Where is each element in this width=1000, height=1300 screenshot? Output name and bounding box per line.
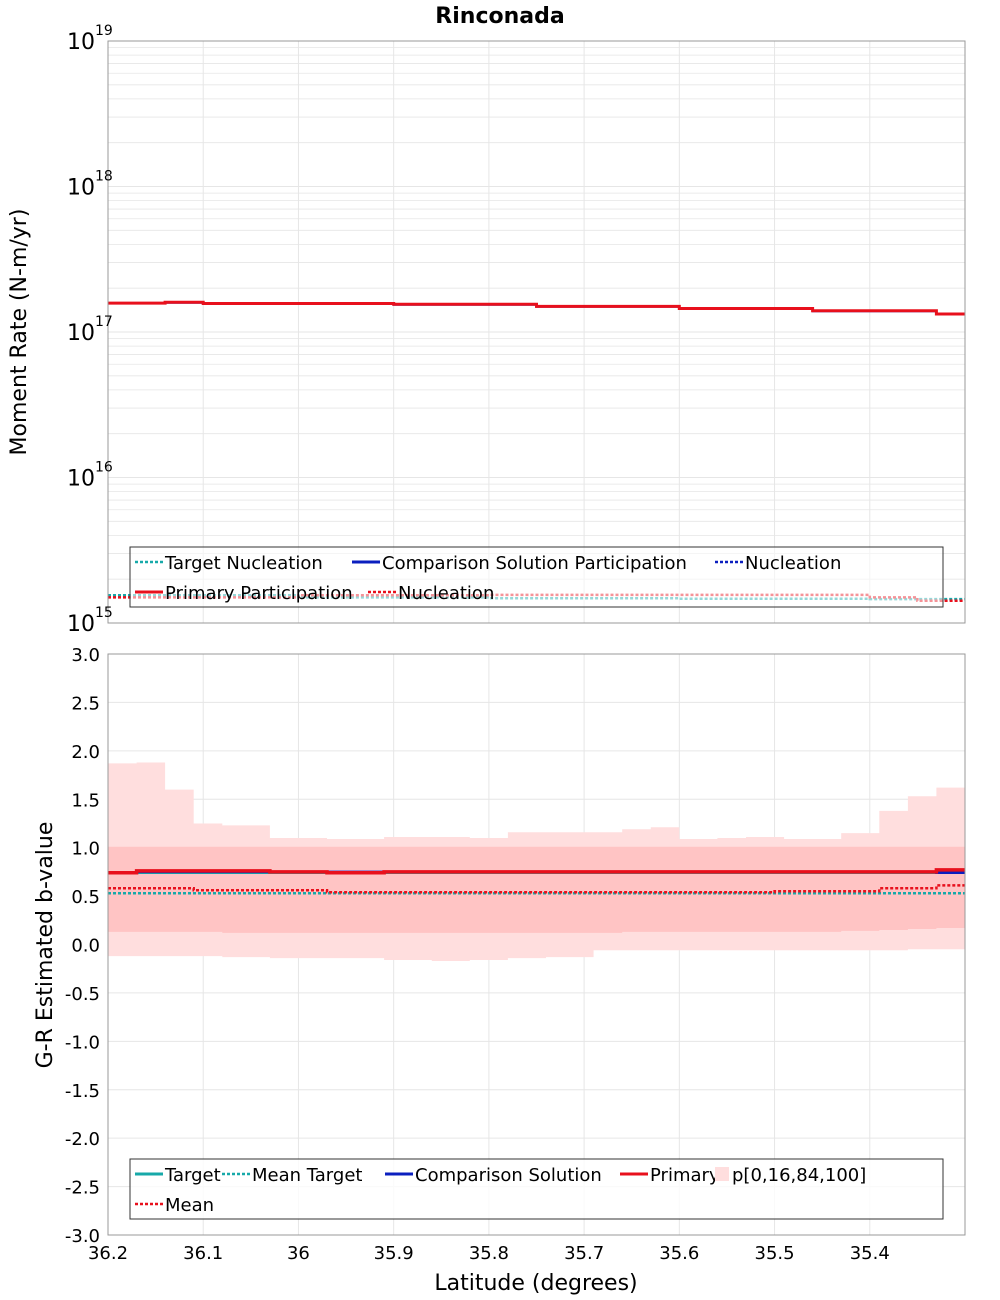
- legend-label-target_nucleation: Target Nucleation: [164, 553, 323, 574]
- bottom-y-axis-label: G-R Estimated b-value: [33, 822, 58, 1069]
- y-tick-label: -0.5: [65, 984, 100, 1005]
- y-tick-label: 10 18: [67, 169, 113, 201]
- chart-title: Rinconada: [435, 4, 564, 29]
- y-tick-label: 10 17: [67, 314, 113, 346]
- legend-label-band: p[0,16,84,100]: [732, 1165, 866, 1186]
- bottom-legend: Target Mean Target Comparison Solution Prim…: [129, 1158, 944, 1220]
- y-tick-label: 10 15: [67, 605, 113, 637]
- x-axis-label: Latitude (degrees): [434, 1271, 637, 1296]
- bottom-y-tick-labels: 3.0 2.5 2.0 1.5 1.0 0.5 0.0 -0.5 -1.0 -1.5 -2.0 -2.…: [65, 645, 100, 1247]
- top-y-axis-label: Moment Rate (N-m/yr): [7, 209, 32, 456]
- y-tick-label: 2.5: [71, 693, 100, 714]
- y-tick-exponent: 15: [95, 605, 113, 621]
- y-tick-label: 1.0: [71, 839, 100, 860]
- x-tick-label: 35.4: [850, 1243, 890, 1264]
- y-tick-label: 10 16: [67, 460, 113, 492]
- band-p16-p84: [108, 846, 965, 933]
- x-tick-label: 35.5: [755, 1243, 795, 1264]
- y-tick-label: 3.0: [71, 645, 100, 666]
- series-mean: [108, 884, 965, 894]
- y-tick-label: -1.0: [65, 1032, 100, 1053]
- y-tick-base: 10: [67, 176, 95, 201]
- y-tick-base: 10: [67, 321, 95, 346]
- legend-label-mean_target: Mean Target: [252, 1165, 362, 1186]
- bottom-plot-frame: [107, 653, 966, 1236]
- y-tick-label: -1.5: [65, 1081, 100, 1102]
- x-tick-label: 36.2: [88, 1243, 128, 1264]
- y-tick-label: 2.0: [71, 742, 100, 763]
- series-primary: [108, 868, 965, 875]
- y-tick-label: -3.0: [65, 1226, 100, 1247]
- series-primary-participation: [108, 300, 965, 316]
- legend-label-mean: Mean: [165, 1195, 214, 1216]
- x-tick-label: 35.6: [659, 1243, 699, 1264]
- y-tick-exponent: 16: [95, 460, 113, 476]
- x-tick-labels: 36.2 36.1 36 35.9 35.8 35.7 35.6 35.5 35.4: [88, 1243, 890, 1264]
- legend-label-primary_participation: Primary Participation: [165, 583, 353, 604]
- y-tick-label: 10 19: [67, 23, 113, 55]
- percentile-bands: [108, 762, 965, 961]
- top-plot-frame: [107, 40, 966, 624]
- y-tick-base: 10: [67, 30, 95, 55]
- x-tick-label: 36.1: [183, 1243, 223, 1264]
- legend-label-primary_nucleation: Nucleation: [398, 583, 494, 604]
- legend-label-comparison_participation: Comparison Solution Participation: [382, 553, 687, 574]
- legend-label-target: Target: [164, 1165, 221, 1186]
- x-tick-label: 36: [287, 1243, 310, 1264]
- y-tick-exponent: 17: [95, 314, 113, 330]
- y-tick-label: 0.5: [71, 887, 100, 908]
- y-tick-base: 10: [67, 467, 95, 492]
- bottom-legend-box: [129, 1158, 944, 1220]
- top-legend-box: [129, 546, 944, 608]
- top-legend: Target Nucleation Comparison Solution Par…: [129, 546, 944, 608]
- b-value-panel: 3.0 2.5 2.0 1.5 1.0 0.5 0.0 -0.5 -1.0 -1.5 -2.0 -2.…: [33, 645, 966, 1296]
- x-tick-label: 35.9: [374, 1243, 414, 1264]
- legend-label-comparison_nucleation: Nucleation: [745, 553, 841, 574]
- y-tick-label: 0.0: [71, 936, 100, 957]
- y-tick-label: -2.0: [65, 1129, 100, 1150]
- y-tick-exponent: 19: [95, 23, 113, 39]
- y-tick-exponent: 18: [95, 169, 113, 185]
- legend-label-comparison: Comparison Solution: [415, 1165, 602, 1186]
- legend-label-primary: Primary: [650, 1165, 720, 1186]
- x-tick-label: 35.8: [469, 1243, 509, 1264]
- bottom-series-lines: [108, 868, 965, 895]
- legend-swatch-band: [715, 1167, 729, 1181]
- y-tick-label: -2.5: [65, 1178, 100, 1199]
- y-tick-label: 1.5: [71, 790, 100, 811]
- y-tick-base: 10: [67, 612, 95, 637]
- x-tick-label: 35.7: [564, 1243, 604, 1264]
